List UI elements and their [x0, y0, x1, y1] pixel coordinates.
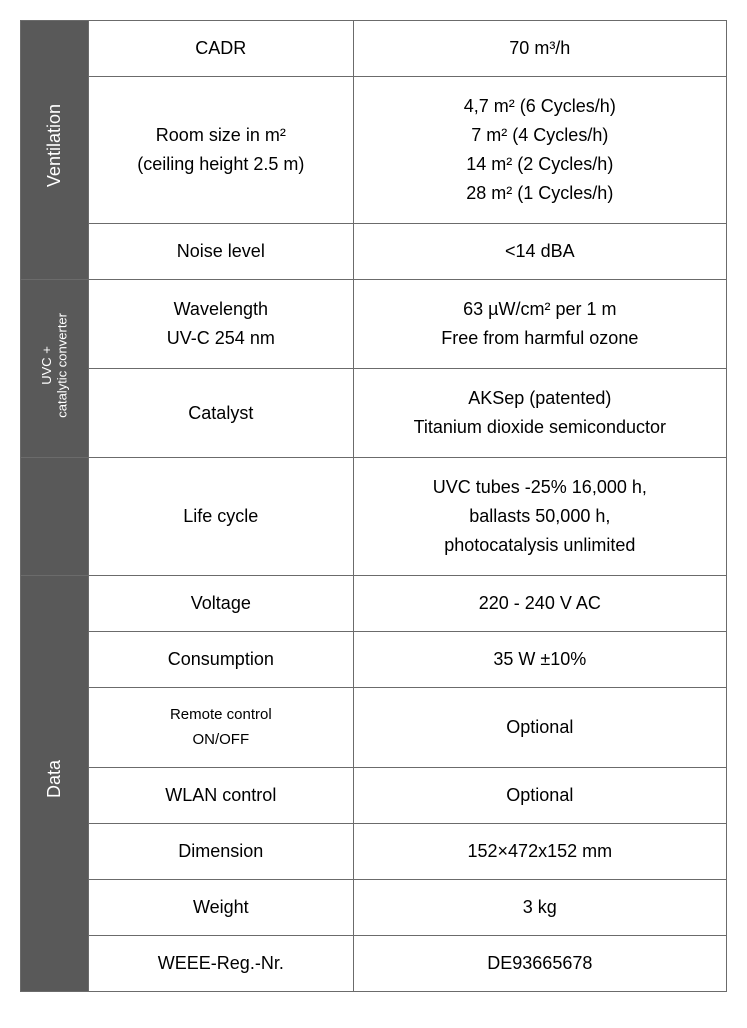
spec-label: Dimension	[89, 824, 354, 880]
table-row: Room size in m² (ceiling height 2.5 m) 4…	[21, 77, 727, 224]
spec-value-line: Titanium dioxide semiconductor	[364, 414, 716, 441]
spec-value: <14 dBA	[353, 224, 726, 280]
spec-value-line: AKSep (patented)	[364, 385, 716, 412]
spec-label: Consumption	[89, 632, 354, 688]
table-row: Weight 3 kg	[21, 880, 727, 936]
spec-value-line: Free from harmful ozone	[364, 325, 716, 352]
section-header-life	[21, 458, 89, 576]
spec-value-line: 7 m² (4 Cycles/h)	[364, 122, 716, 149]
spec-value: 4,7 m² (6 Cycles/h) 7 m² (4 Cycles/h) 14…	[353, 77, 726, 224]
section-header-label: Ventilation	[44, 104, 66, 187]
spec-label: WEEE-Reg.-Nr.	[89, 936, 354, 992]
section-header-label: Data	[44, 760, 66, 798]
spec-label: Catalyst	[89, 369, 354, 458]
table-row: Data Voltage 220 - 240 V AC	[21, 576, 727, 632]
spec-value: DE93665678	[353, 936, 726, 992]
table-row: Ventilation CADR 70 m³/h	[21, 21, 727, 77]
spec-value-line: 28 m² (1 Cycles/h)	[364, 180, 716, 207]
table-row: UVC + catalytic converter Wavelength UV-…	[21, 280, 727, 369]
spec-label: Noise level	[89, 224, 354, 280]
spec-value-line: ballasts 50,000 h,	[364, 503, 716, 530]
spec-label-line: UV-C 254 nm	[99, 325, 343, 352]
table-row: Remote control ON/OFF Optional	[21, 688, 727, 768]
spec-value: AKSep (patented) Titanium dioxide semico…	[353, 369, 726, 458]
spec-value: 3 kg	[353, 880, 726, 936]
spec-label-line: Room size in m²	[99, 122, 343, 149]
spec-value-line: 4,7 m² (6 Cycles/h)	[364, 93, 716, 120]
spec-label: Wavelength UV-C 254 nm	[89, 280, 354, 369]
spec-value-line: photocatalysis unlimited	[364, 532, 716, 559]
spec-label: CADR	[89, 21, 354, 77]
spec-label-line: (ceiling height 2.5 m)	[99, 151, 343, 178]
section-header-ventilation: Ventilation	[21, 21, 89, 280]
table-row: WLAN control Optional	[21, 768, 727, 824]
section-header-line: catalytic converter	[55, 313, 70, 418]
table-row: Catalyst AKSep (patented) Titanium dioxi…	[21, 369, 727, 458]
spec-label: Remote control ON/OFF	[89, 688, 354, 768]
section-header-line: UVC +	[39, 346, 54, 385]
spec-value: UVC tubes -25% 16,000 h, ballasts 50,000…	[353, 458, 726, 576]
spec-label: WLAN control	[89, 768, 354, 824]
spec-label-line: Remote control	[99, 704, 343, 727]
spec-value-line: 63 µW/cm² per 1 m	[364, 296, 716, 323]
table-row: Consumption 35 W ±10%	[21, 632, 727, 688]
table-row: Life cycle UVC tubes -25% 16,000 h, ball…	[21, 458, 727, 576]
spec-label: Room size in m² (ceiling height 2.5 m)	[89, 77, 354, 224]
spec-value: Optional	[353, 688, 726, 768]
spec-value: 152×472x152 mm	[353, 824, 726, 880]
section-header-data: Data	[21, 576, 89, 992]
spec-label-line: Wavelength	[99, 296, 343, 323]
spec-value: Optional	[353, 768, 726, 824]
spec-value: 35 W ±10%	[353, 632, 726, 688]
spec-value-line: 14 m² (2 Cycles/h)	[364, 151, 716, 178]
table-row: Dimension 152×472x152 mm	[21, 824, 727, 880]
table-row: Noise level <14 dBA	[21, 224, 727, 280]
spec-value: 63 µW/cm² per 1 m Free from harmful ozon…	[353, 280, 726, 369]
spec-value: 70 m³/h	[353, 21, 726, 77]
section-header-uvc: UVC + catalytic converter	[21, 280, 89, 458]
table-row: WEEE-Reg.-Nr. DE93665678	[21, 936, 727, 992]
spec-table: Ventilation CADR 70 m³/h Room size in m²…	[20, 20, 727, 992]
spec-value-line: UVC tubes -25% 16,000 h,	[364, 474, 716, 501]
spec-value: 220 - 240 V AC	[353, 576, 726, 632]
spec-label: Weight	[89, 880, 354, 936]
spec-label: Voltage	[89, 576, 354, 632]
section-header-label: UVC + catalytic converter	[39, 313, 70, 418]
spec-label: Life cycle	[89, 458, 354, 576]
spec-label-line: ON/OFF	[99, 729, 343, 752]
